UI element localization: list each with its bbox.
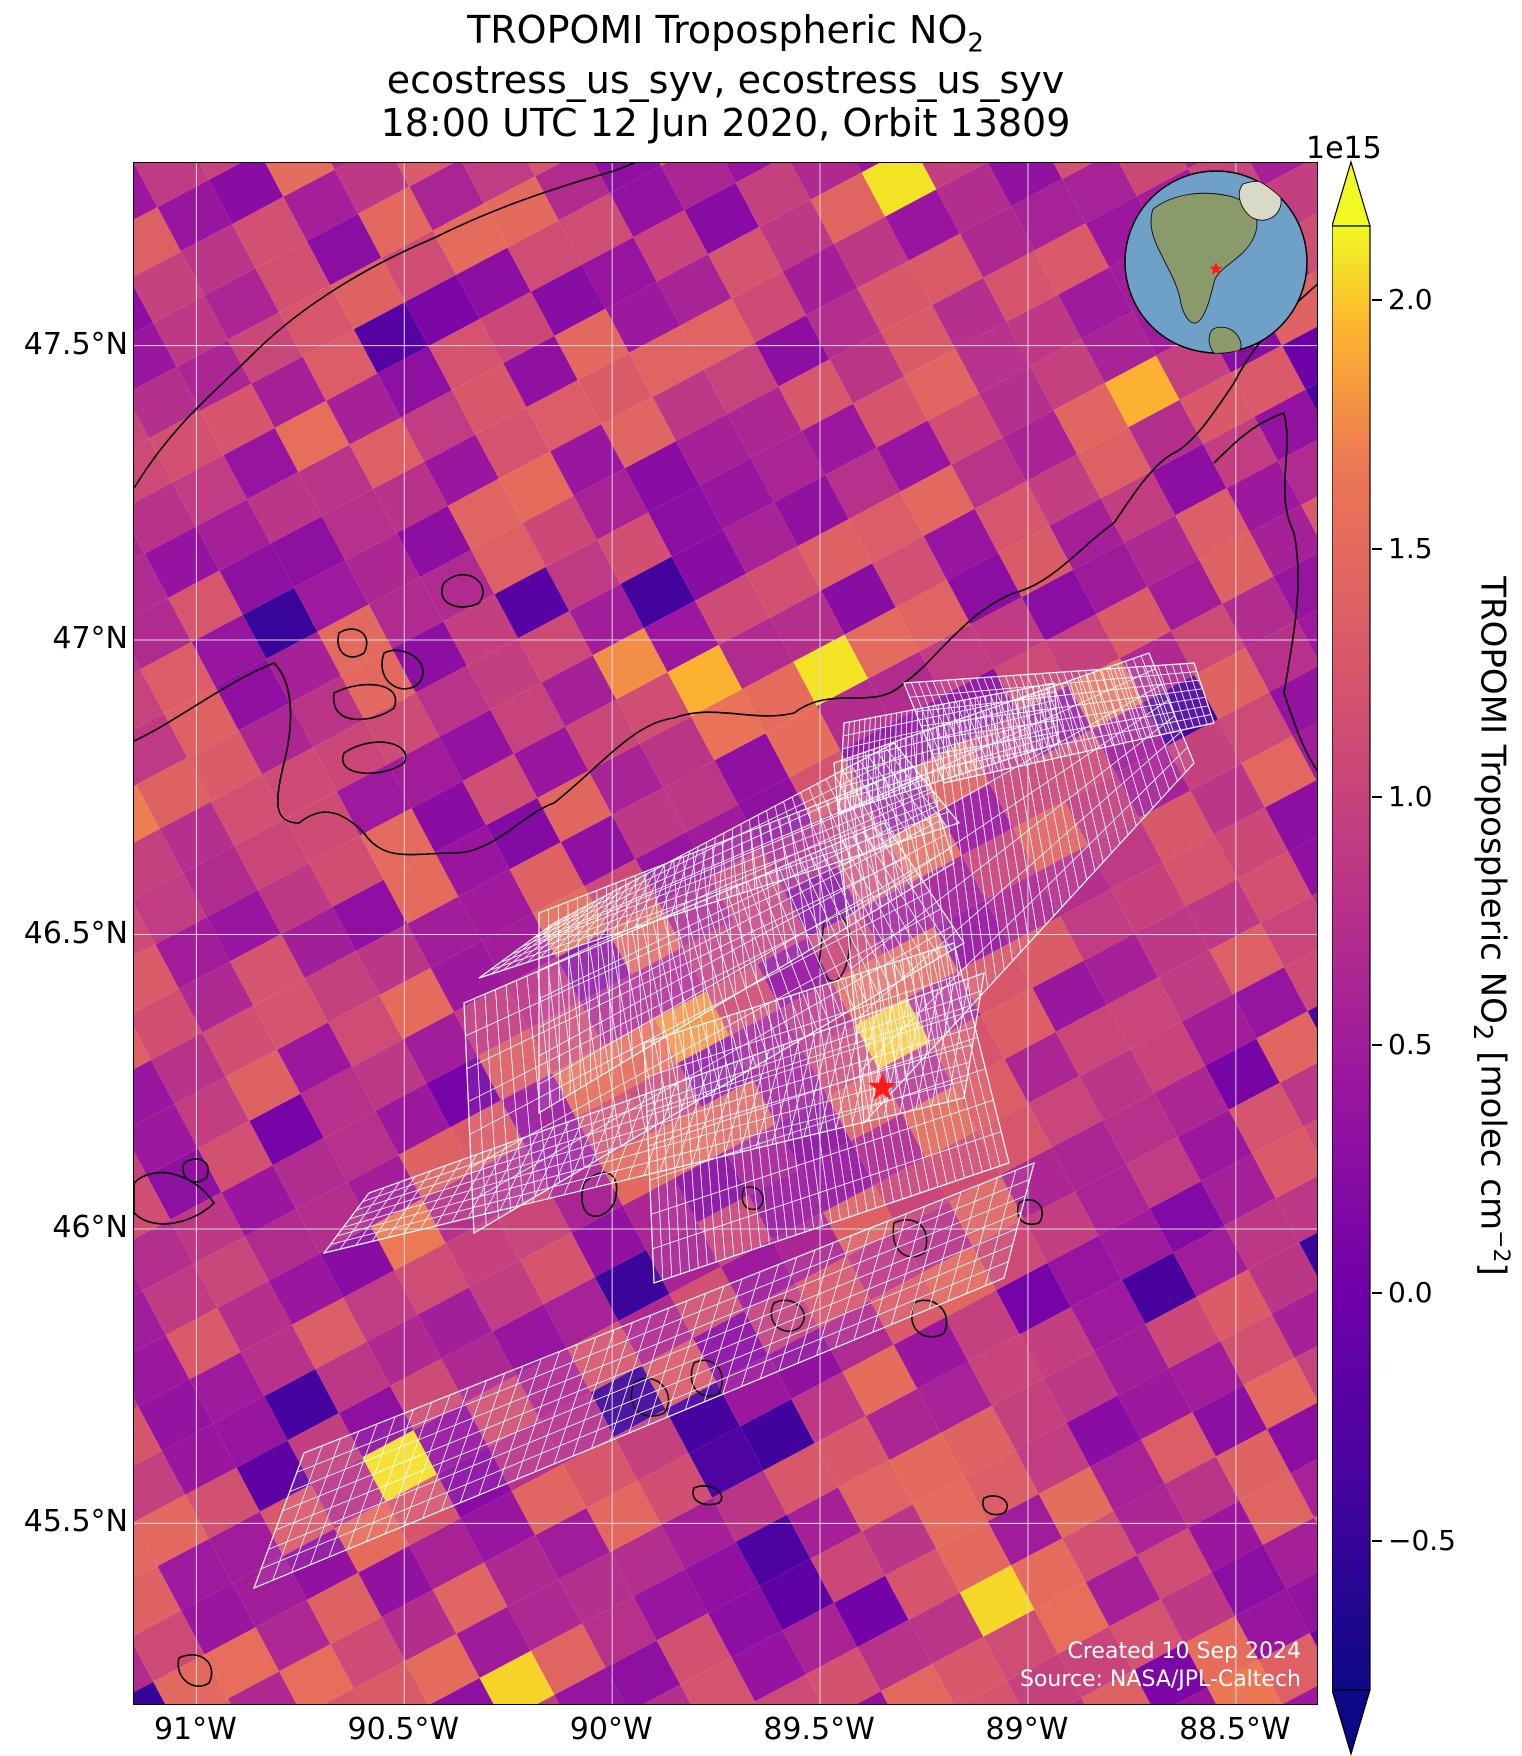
colorbar-tick-mark xyxy=(1372,796,1382,798)
latitude-tick-label: 45.5°N xyxy=(8,1507,128,1537)
latitude-tick-label: 46.5°N xyxy=(8,919,128,949)
colorbar-tick-label: 0.0 xyxy=(1388,1279,1433,1307)
colorbar-tick-mark xyxy=(1372,548,1382,550)
no2-pixel xyxy=(1231,1705,1306,1706)
latitude-tick-label: 47°N xyxy=(8,624,128,654)
map-title-line-1: TROPOMI Tropospheric NO2 xyxy=(133,8,1318,66)
colorbar-label: TROPOMI Tropospheric NO2 [molec cm−2] xyxy=(1467,476,1513,1376)
credit-text: Created 10 Sep 2024 Source: NASA/JPL-Cal… xyxy=(1020,1638,1301,1694)
inset-globe xyxy=(1123,169,1309,355)
map-title-line-3: 18:00 UTC 12 Jun 2020, Orbit 13809 xyxy=(133,101,1318,145)
latitude-tick-label: 47.5°N xyxy=(8,330,128,360)
colorbar-tick-mark xyxy=(1372,1540,1382,1542)
no2-map-panel: Created 10 Sep 2024 Source: NASA/JPL-Cal… xyxy=(133,162,1318,1705)
map-title-line-2: ecostress_us_syv, ecostress_us_syv xyxy=(133,58,1318,102)
colorbar-gradient xyxy=(1332,226,1370,1690)
colorbar-tick-label: 0.5 xyxy=(1388,1031,1433,1059)
longitude-tick-label: 88.5°W xyxy=(1160,1712,1310,1747)
colorbar-extend-min xyxy=(1332,1690,1370,1754)
colorbar-tick-mark xyxy=(1372,1292,1382,1294)
colorbar-tick-label: −0.5 xyxy=(1388,1527,1456,1555)
data-source: Source: NASA/JPL-Caltech xyxy=(1020,1666,1301,1694)
latitude-tick-label: 46°N xyxy=(8,1213,128,1243)
created-date: Created 10 Sep 2024 xyxy=(1020,1638,1301,1666)
colorbar-tick-mark xyxy=(1372,299,1382,301)
colorbar-tick-label: 2.0 xyxy=(1388,286,1433,314)
longitude-tick-label: 90°W xyxy=(536,1712,686,1747)
colorbar-exponent: 1e15 xyxy=(1306,131,1382,166)
colorbar-tick-label: 1.5 xyxy=(1388,535,1433,563)
longitude-tick-label: 89.5°W xyxy=(744,1712,894,1747)
longitude-tick-label: 91°W xyxy=(120,1712,270,1747)
longitude-tick-label: 90.5°W xyxy=(328,1712,478,1747)
colorbar-tick-label: 1.0 xyxy=(1388,783,1433,811)
colorbar xyxy=(1332,160,1382,1756)
colorbar-extend-max xyxy=(1332,162,1370,226)
longitude-tick-label: 89°W xyxy=(952,1712,1102,1747)
no2-map xyxy=(134,163,1318,1705)
colorbar-tick-mark xyxy=(1372,1044,1382,1046)
